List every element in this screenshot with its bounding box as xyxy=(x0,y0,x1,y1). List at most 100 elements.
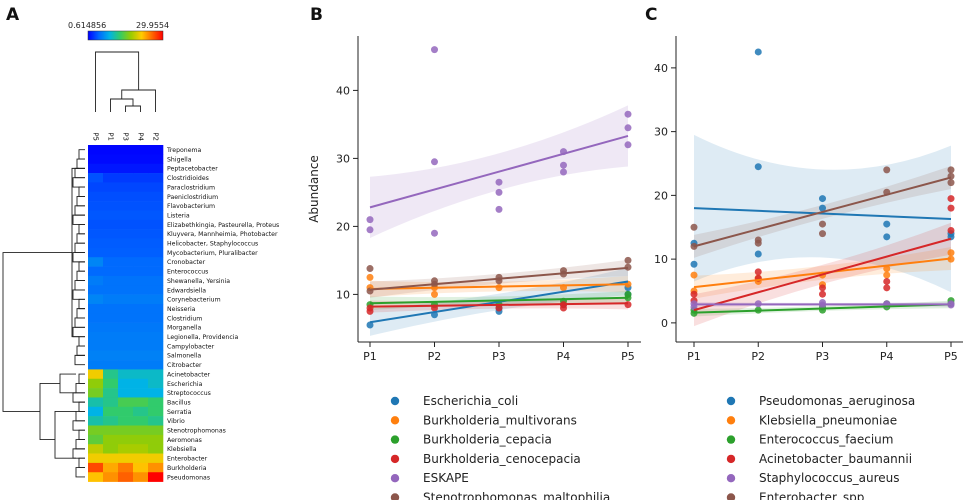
data-point xyxy=(690,223,698,231)
heatmap-cell xyxy=(148,462,164,473)
legend-marker xyxy=(390,416,400,425)
legend-label: Burkholderia_cepacia xyxy=(423,433,552,447)
row-dendrogram-link xyxy=(72,214,85,225)
data-point xyxy=(366,307,374,315)
heatmap-row-label: Flavobacterium xyxy=(167,203,215,210)
heatmap-row-label: Listeria xyxy=(167,212,190,219)
heatmap-cell xyxy=(88,360,104,370)
data-point xyxy=(754,163,762,171)
data-point xyxy=(819,230,826,238)
heatmap-cell xyxy=(103,173,119,183)
heatmap-row-label: Elizabethkingia, Pasteurella, Proteus xyxy=(167,222,279,229)
legend-label: Klebsiella_pneumoniae xyxy=(759,413,897,427)
heatmap-cell xyxy=(103,444,119,454)
heatmap-cell xyxy=(148,229,164,239)
column-dendrogram-link xyxy=(95,51,140,112)
heatmap-cell xyxy=(148,397,164,408)
data-point xyxy=(754,268,762,276)
legend-marker xyxy=(390,493,400,500)
data-point xyxy=(947,179,955,187)
heatmap-cell xyxy=(103,294,119,305)
heatmap: Treponema Shigella Peptacetobacter Clostrid… xyxy=(2,51,279,482)
data-point xyxy=(624,256,632,264)
legend-marker xyxy=(726,474,736,483)
row-dendrogram-link xyxy=(78,224,85,235)
heatmap-row-label: Corynebacterium xyxy=(167,297,221,304)
heatmap-cell xyxy=(148,173,164,183)
heatmap-cell xyxy=(133,238,149,249)
heatmap-cell xyxy=(103,238,119,249)
heatmap-cell xyxy=(133,350,149,361)
heatmap-cell xyxy=(88,406,104,417)
heatmap-cell xyxy=(148,378,164,389)
data-point xyxy=(947,204,955,212)
heatmap-cell xyxy=(133,154,149,164)
heatmap-cell xyxy=(103,247,119,258)
heatmap-row-label: Shewanella, Yersinia xyxy=(167,278,230,285)
heatmap-cell xyxy=(103,453,119,464)
data-point xyxy=(819,220,826,228)
row-dendrogram-link xyxy=(75,411,85,422)
heatmap-row-label: Vibrio xyxy=(167,418,185,425)
x-tick-label: P4 xyxy=(880,350,894,363)
heatmap-cell xyxy=(133,145,149,155)
heatmap-row-label: Cronobacter xyxy=(167,259,206,266)
heatmap-cell xyxy=(88,182,104,193)
data-point xyxy=(431,290,438,298)
x-tick-label: P5 xyxy=(944,350,958,363)
heatmap-row-label: Salmonella xyxy=(167,353,201,360)
heatmap-cell xyxy=(148,303,164,314)
heatmap-cell xyxy=(118,313,134,323)
row-dendrogram-link xyxy=(59,373,76,394)
heatmap-cell xyxy=(133,219,149,230)
data-point xyxy=(690,260,698,268)
data-point xyxy=(883,265,891,273)
heatmap-cell xyxy=(118,350,134,361)
y-tick-label: 40 xyxy=(654,62,668,75)
heatmap-cell xyxy=(88,341,104,351)
heatmap-cell xyxy=(88,247,104,258)
heatmap-cell xyxy=(148,257,164,267)
row-dendrogram-link xyxy=(72,420,85,431)
heatmap-cell xyxy=(103,425,119,436)
row-dendrogram-link xyxy=(72,289,85,300)
heatmap-row-label: Streptococcus xyxy=(167,390,211,397)
heatmap-cell xyxy=(103,397,119,408)
heatmap-column-label: P5 xyxy=(92,132,100,141)
heatmap-column-label: P2 xyxy=(152,132,160,141)
heatmap-cell xyxy=(118,210,134,221)
heatmap-cell xyxy=(148,322,164,333)
heatmap-cell xyxy=(103,322,119,333)
legend-label: Enterobacter_spp xyxy=(759,491,864,500)
data-point xyxy=(624,141,632,149)
heatmap-cell xyxy=(88,322,104,333)
x-tick-label: P2 xyxy=(428,350,442,363)
heatmap-cell xyxy=(103,332,119,342)
heatmap-cell xyxy=(118,322,134,333)
heatmap-cell xyxy=(133,294,149,305)
data-point xyxy=(366,226,374,234)
heatmap-cell xyxy=(133,453,149,464)
heatmap-cell xyxy=(88,163,104,174)
row-dendrogram-link xyxy=(78,429,85,440)
heatmap-row-label: Aeromonas xyxy=(167,437,202,444)
heatmap-row-label: Neisseria xyxy=(167,306,196,313)
row-dendrogram-link xyxy=(76,308,85,319)
heatmap-cell xyxy=(133,266,149,277)
row-dendrogram-link xyxy=(78,373,85,384)
heatmap-cell xyxy=(118,369,134,380)
heatmap-cell xyxy=(118,201,134,211)
data-point xyxy=(366,265,374,273)
data-point xyxy=(947,195,955,203)
heatmap-column-label: P1 xyxy=(107,132,115,141)
legend-marker xyxy=(726,396,736,406)
data-point xyxy=(883,233,891,241)
heatmap-cell xyxy=(148,472,164,482)
heatmap-row-label: Shigella xyxy=(167,156,192,163)
x-tick-label: P1 xyxy=(363,350,377,363)
heatmap-cell xyxy=(88,350,104,361)
legend-label: Burkholderia_cenocepacia xyxy=(423,452,581,466)
data-point xyxy=(431,46,438,54)
row-dendrogram-link xyxy=(78,457,85,469)
heatmap-row-label: Acinetobacter xyxy=(167,371,211,378)
